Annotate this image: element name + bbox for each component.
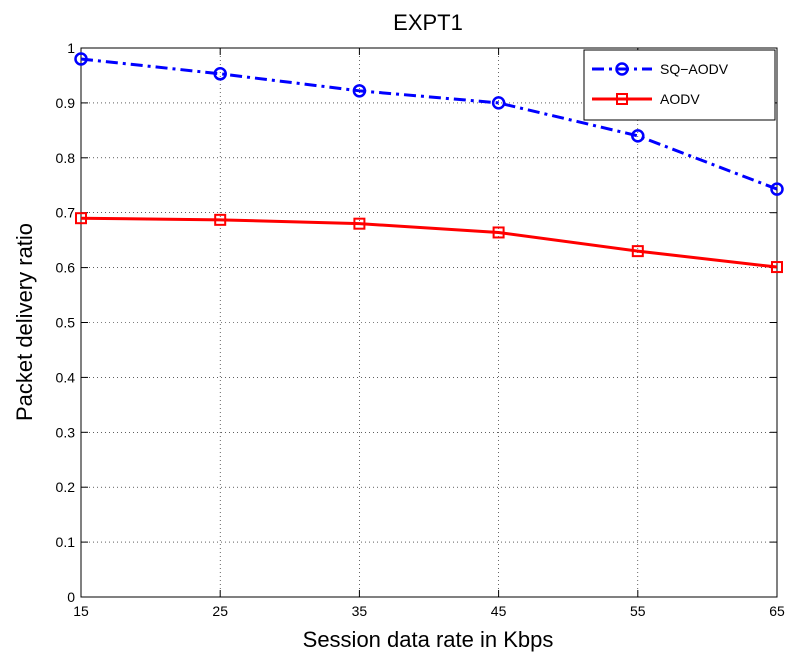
- legend-item: SQ−AODV: [592, 61, 729, 77]
- y-axis-title: Packet delivery ratio: [12, 223, 37, 421]
- chart-title: EXPT1: [393, 10, 463, 35]
- data-point: [770, 182, 784, 196]
- y-tick-label: 0.3: [56, 424, 76, 440]
- y-tick-label: 0.1: [56, 534, 76, 550]
- x-tick-label: 15: [73, 603, 89, 619]
- data-point: [631, 129, 645, 143]
- legend-label: SQ−AODV: [660, 61, 729, 77]
- axis-ticks: 15 25 35 45 55 65 0 0.1 0.2 0.3 0.4 0.5 0.6 0.7 0.8 0.9…: [56, 40, 785, 619]
- y-tick-label: 0.2: [56, 479, 76, 495]
- series-2: [75, 212, 783, 274]
- x-tick-label: 65: [769, 603, 785, 619]
- y-tick-label: 0.4: [56, 369, 76, 385]
- y-tick-label: 1: [67, 40, 75, 56]
- y-tick-label: 0.6: [56, 260, 76, 276]
- data-point: [771, 261, 783, 274]
- y-tick-label: 0: [67, 589, 75, 605]
- data-point: [631, 245, 644, 258]
- x-tick-label: 55: [630, 603, 646, 619]
- series-1: [74, 52, 784, 196]
- x-tick-label: 45: [491, 603, 507, 619]
- data-point: [491, 96, 506, 110]
- y-tick-label: 0.7: [56, 205, 76, 221]
- data-point: [214, 213, 227, 226]
- x-tick-label: 25: [212, 603, 228, 619]
- legend: SQ−AODV AODV: [583, 49, 776, 121]
- legend-box: [583, 49, 776, 121]
- y-tick-label: 0.9: [56, 95, 76, 111]
- data-point: [352, 84, 367, 98]
- series-line: [80, 57, 778, 191]
- legend-label: AODV: [660, 91, 700, 107]
- data-point: [492, 226, 505, 239]
- series-line: [80, 216, 778, 269]
- legend-marker: [615, 62, 629, 76]
- legend-item: AODV: [592, 91, 700, 107]
- grid-lines: [81, 48, 777, 597]
- y-tick-label: 0.8: [56, 150, 76, 166]
- data-point: [353, 217, 366, 230]
- data-point: [74, 52, 88, 66]
- x-axis-title: Session data rate in Kbps: [303, 627, 554, 652]
- legend-marker: [616, 93, 628, 105]
- series-layer: [74, 52, 784, 274]
- y-tick-label: 0.5: [56, 315, 76, 331]
- x-tick-label: 35: [352, 603, 368, 619]
- data-point: [213, 67, 227, 81]
- data-point: [75, 212, 87, 225]
